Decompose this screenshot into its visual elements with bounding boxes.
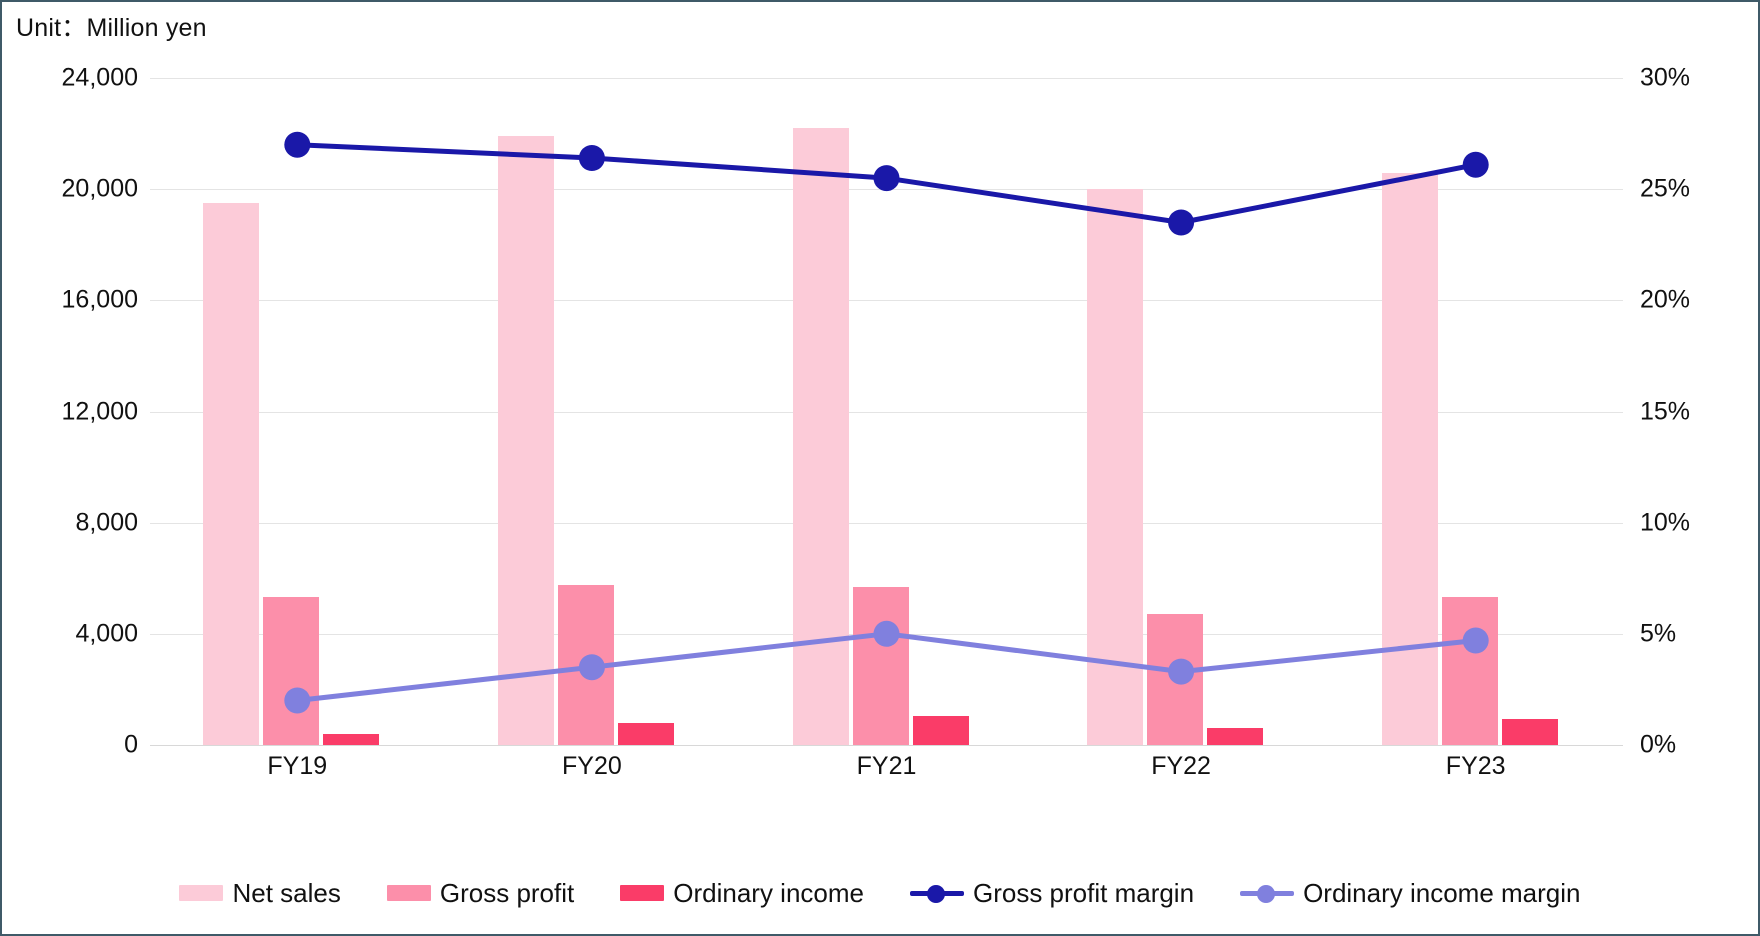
gridline [150,300,1623,302]
legend-item-label: Ordinary income [673,878,864,908]
right-axis-tick-label: 10% [1640,508,1691,537]
right-axis-tick-label: 20% [1640,285,1691,314]
legend-item-gross-profit-margin[interactable]: Gross profit margin [909,878,1195,908]
bar-ordinary-income-fy20 [617,723,674,745]
bar-net-sales-fy20 [497,136,554,745]
marker-gross-profit-margin-fy19 [284,131,311,158]
legend-item-ordinary-income[interactable]: Ordinary income [620,880,864,906]
legend-item-ordinary-income-margin[interactable]: Ordinary income margin [1240,878,1581,908]
category-label-fy22: FY22 [1151,752,1211,780]
legend-dot-icon [926,885,945,903]
marker-gross-profit-margin-fy22 [1168,209,1195,236]
line-series-group [284,131,1489,714]
legend-item-label: Gross profit margin [972,878,1195,908]
left-axis-tick-label: 12,000 [61,397,138,425]
right-axis-tick-label: 15% [1640,397,1691,425]
marker-ordinary-income-margin-fy20 [578,654,605,681]
marker-ordinary-income-margin-fy19 [284,687,311,714]
bar-ordinary-income-fy21 [912,715,969,745]
legend-item-gross-profit[interactable]: Gross profit [386,878,575,908]
marker-ordinary-income-margin-fy21 [873,620,900,647]
legend-item-label: Gross profit [439,878,575,908]
right-axis-tick-label: 5% [1640,619,1677,648]
legend-swatch-icon [179,885,224,901]
marker-gross-profit-margin-fy21 [873,165,900,192]
left-axis-tick-label: 4,000 [75,619,138,648]
unit-label: Unit：Million yen [16,14,207,42]
bar-ordinary-income-fy19 [323,733,380,745]
right-axis-tick-label: 30% [1640,63,1691,92]
gridline [150,745,1623,746]
bar-gross-profit-fy23 [1441,596,1498,745]
legend-dot-icon [1257,885,1276,903]
left-axis-tick-label: 20,000 [61,174,138,203]
bar-gross-profit-fy19 [263,597,320,745]
legend-swatch-icon [386,885,431,901]
legend-item-label: Net sales [232,878,341,908]
category-label-fy21: FY21 [856,752,917,780]
marker-ordinary-income-margin-fy23 [1462,627,1489,654]
bar-net-sales-fy19 [203,203,260,745]
plot-area [150,78,1623,746]
category-label-fy23: FY23 [1445,752,1506,780]
left-axis-tick-label: 8,000 [75,508,138,537]
bar-gross-profit-fy21 [852,587,909,745]
bar-net-sales-fy22 [1087,189,1144,745]
left-axis-tick-label: 16,000 [61,285,138,314]
bar-ordinary-income-fy22 [1207,727,1264,745]
legend-item-net-sales[interactable]: Net sales [179,878,341,908]
marker-ordinary-income-margin-fy22 [1168,658,1195,685]
marker-gross-profit-margin-fy23 [1462,151,1489,178]
gridline [150,411,1623,413]
left-axis-tick-label: 0 [124,730,138,759]
gridline [150,522,1623,524]
right-axis-tick-label: 0% [1640,730,1677,759]
legend-item-label: Ordinary income margin [1303,878,1581,908]
legend-swatch-icon [620,885,665,901]
legend-line-marker-icon [909,884,964,903]
left-axis-tick-label: 24,000 [61,63,138,92]
gridline [150,78,1623,79]
bar-ordinary-income-fy23 [1501,718,1558,745]
right-axis-tick-label: 25% [1640,174,1691,203]
category-label-fy19: FY19 [267,752,328,780]
marker-gross-profit-margin-fy20 [578,145,605,171]
chart-legend: Net sales Gross profit Ordinary income Gros… [0,880,1760,906]
category-label-fy20: FY20 [562,752,622,780]
legend-line-marker-icon [1240,884,1295,903]
